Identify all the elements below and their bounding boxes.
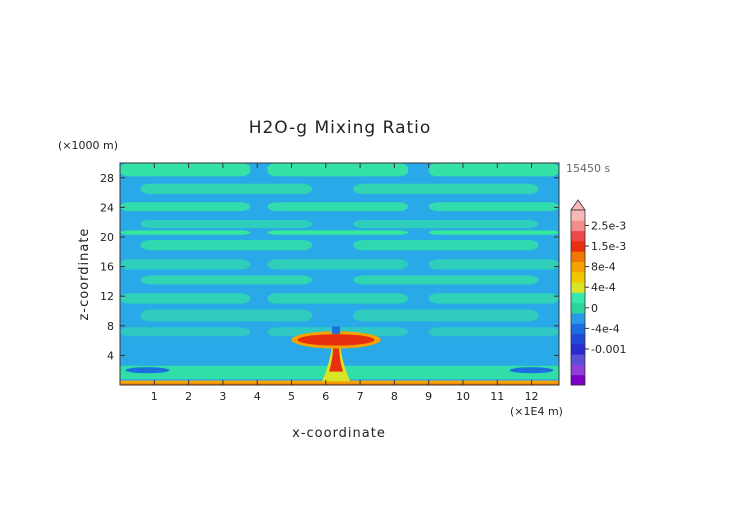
y-tick-label: 16 [100, 261, 114, 274]
surface-layer [120, 383, 559, 385]
x-tick-label: 1 [151, 390, 158, 403]
colorbar-cell [571, 312, 585, 324]
field-band [353, 239, 539, 251]
field-band [428, 163, 559, 177]
colorbar-cell [571, 251, 585, 262]
x-tick-label: 11 [490, 390, 504, 403]
x-tick-label: 3 [219, 390, 226, 403]
y-tick-label: 24 [100, 201, 114, 214]
x-axis-unit: (×1E4 m) [510, 405, 563, 418]
colorbar-label: 2.5e-3 [591, 219, 626, 232]
x-tick-label: 6 [322, 390, 329, 403]
chart-title: H2O-g Mixing Ratio [249, 118, 432, 138]
x-tick-label: 7 [357, 390, 364, 403]
field-band [267, 259, 409, 270]
y-tick-label: 8 [107, 320, 114, 333]
colorbar-label: 4e-4 [591, 281, 616, 294]
y-tick-label: 28 [100, 172, 114, 185]
colorbar-cell [571, 354, 585, 365]
colorbar-cell [571, 333, 585, 345]
plume-anvil-core [297, 334, 375, 346]
colorbar-cell [571, 292, 585, 304]
colorbar-label: 1.5e-3 [591, 240, 626, 253]
field-band [120, 202, 251, 212]
field-band [140, 219, 313, 229]
field-band [428, 202, 559, 212]
colorbar: -0.001 -4e-4 0 4e-4 8e-4 1.5e-3 2.5e-3 [570, 199, 626, 386]
time-label: 15450 s [566, 162, 610, 175]
colorbar-frame [570, 209, 586, 386]
field-band [428, 327, 559, 337]
x-tick-label: 5 [288, 390, 295, 403]
x-tick-label: 8 [391, 390, 398, 403]
field-dry-patch [509, 367, 554, 374]
field-band [120, 259, 251, 270]
colorbar-arrow [570, 199, 586, 211]
surface-layer [120, 380, 559, 385]
colorbar-cell [571, 343, 585, 355]
plume-core [329, 345, 344, 372]
colorbar-cell [571, 271, 585, 283]
field-band [353, 219, 539, 229]
colorbar-cell [571, 323, 585, 335]
colorbar-cell [571, 302, 585, 314]
y-tick-label: 20 [100, 231, 114, 244]
field-dry-patch [125, 367, 170, 374]
field-band [428, 293, 559, 304]
plot-area [119, 162, 560, 386]
colorbar-label: -4e-4 [591, 322, 620, 335]
field-band [140, 309, 313, 322]
field-band [267, 202, 409, 212]
field-band [353, 183, 539, 195]
field-band [428, 259, 559, 270]
colorbar-cell [571, 364, 585, 376]
field-band [267, 163, 409, 177]
colorbar-cell [571, 240, 585, 252]
x-tick-label: 4 [254, 390, 261, 403]
field-band [120, 293, 251, 304]
y-axis-ticks: 4 8 12 16 20 24 28 [100, 172, 559, 362]
colorbar-cell [571, 261, 585, 273]
field-band [267, 230, 409, 235]
field-band [120, 327, 251, 337]
colorbar-label: 0 [591, 302, 598, 315]
field-band [120, 163, 251, 177]
field-band [428, 230, 559, 235]
colorbar-cell [571, 230, 585, 242]
field-band [140, 239, 313, 251]
field-band [140, 275, 313, 285]
heatmap-field [120, 163, 559, 385]
y-tick-label: 4 [107, 349, 114, 362]
x-axis-ticks: 1 2 3 4 5 6 7 8 9 10 11 12 [151, 163, 539, 403]
field-band [120, 230, 251, 235]
colorbar-label: 8e-4 [591, 261, 616, 274]
plume-top [332, 326, 341, 334]
field-band [140, 183, 313, 195]
x-tick-label: 2 [185, 390, 192, 403]
x-tick-label: 9 [425, 390, 432, 403]
colorbar-cell [571, 282, 585, 293]
colorbar-cell [571, 374, 585, 386]
y-tick-label: 12 [100, 290, 114, 303]
x-tick-label: 10 [456, 390, 470, 403]
colorbar-cell [571, 220, 585, 232]
colorbar-label: -0.001 [591, 343, 626, 356]
field-band [353, 309, 539, 322]
y-axis-label: z-coordinate [77, 228, 92, 321]
plot-frame [119, 162, 560, 386]
x-tick-label: 12 [525, 390, 539, 403]
field-band [353, 275, 539, 285]
colorbar-cell [571, 210, 585, 221]
x-axis-label: x-coordinate [292, 426, 386, 441]
y-axis-unit: (×1000 m) [58, 139, 118, 152]
field-band [267, 293, 409, 304]
